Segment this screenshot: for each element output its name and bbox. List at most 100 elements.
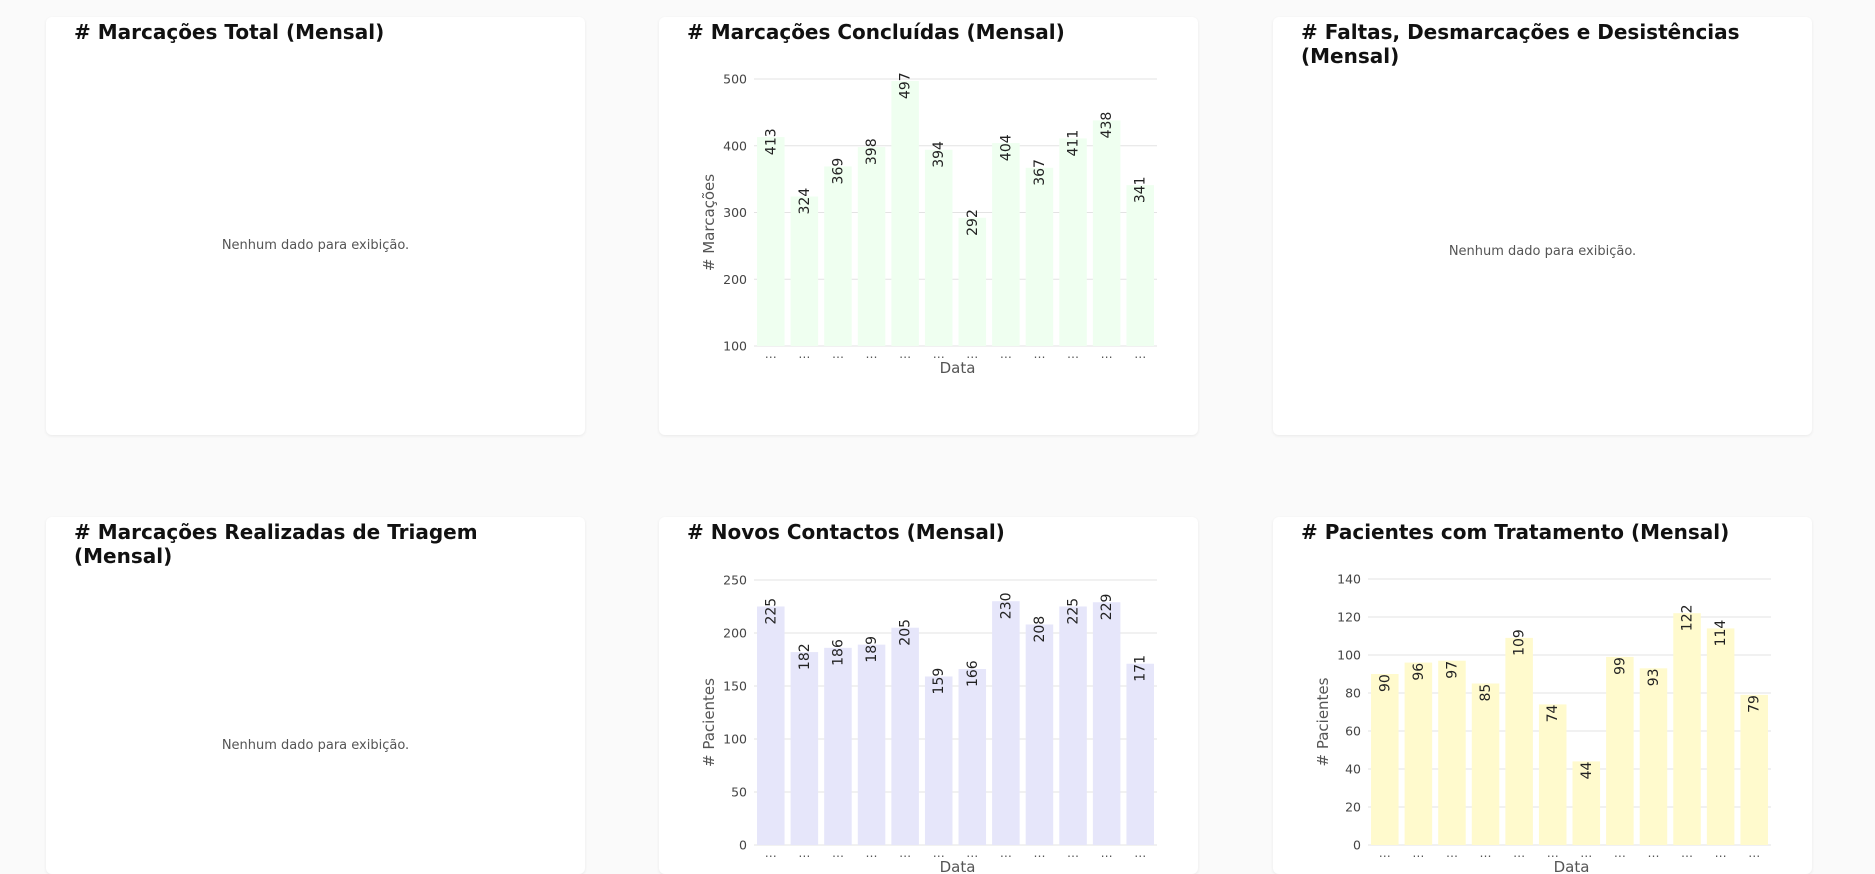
bar: [824, 647, 852, 845]
data-label: 229: [1099, 594, 1115, 621]
y-tick-label: 20: [1345, 800, 1361, 815]
x-tick-label: ⋯: [765, 350, 777, 364]
x-tick-label: ⋯: [966, 350, 978, 364]
y-tick-label: 100: [723, 339, 747, 354]
y-tick-label: 120: [1337, 610, 1361, 625]
x-tick-label: ⋯: [765, 849, 777, 863]
y-tick-label: 0: [739, 838, 747, 853]
y-tick-label: 60: [1345, 724, 1361, 739]
data-label: 159: [931, 668, 947, 695]
bar: [790, 196, 819, 346]
empty-message: Nenhum dado para exibição.: [221, 238, 410, 253]
x-tick-label: ⋯: [798, 849, 810, 863]
y-tick-label: 40: [1345, 762, 1361, 777]
x-tick-label: ⋯: [1547, 849, 1559, 863]
data-label: 93: [1646, 668, 1662, 686]
bar: [1404, 662, 1433, 845]
x-tick-label: ⋯: [1513, 849, 1525, 863]
bar: [924, 676, 953, 845]
y-tick-label: 200: [723, 272, 747, 287]
data-label: 99: [1612, 657, 1628, 675]
card-marcacoes-total: # Marcações Total (Mensal) Nenhum dado p…: [46, 17, 585, 435]
y-tick-label: 500: [723, 72, 747, 87]
data-label: 79: [1747, 695, 1763, 713]
bar: [958, 217, 987, 346]
y-axis-title: # Marcações: [700, 174, 718, 271]
y-tick-label: 0: [1353, 838, 1361, 853]
x-tick-label: ⋯: [1614, 849, 1626, 863]
data-label: 438: [1099, 112, 1115, 139]
data-label: 122: [1680, 604, 1696, 631]
bar: [891, 627, 919, 845]
data-label: 411: [1066, 130, 1082, 157]
data-label: 394: [931, 141, 947, 168]
card-title: # Faltas, Desmarcações e Desistências (M…: [1301, 20, 1740, 68]
y-tick-label: 80: [1345, 686, 1361, 701]
x-tick-label: ⋯: [866, 350, 878, 364]
x-axis-title: Data: [1554, 858, 1590, 874]
x-tick-label: ⋯: [1412, 849, 1424, 863]
card-title: # Pacientes com Tratamento (Mensal): [1301, 520, 1730, 544]
x-tick-label: ⋯: [1379, 849, 1391, 863]
x-tick-label: ⋯: [899, 350, 911, 364]
bar: [891, 81, 919, 346]
x-tick-label: ⋯: [1000, 849, 1012, 863]
bar: [1572, 761, 1601, 845]
x-tick-label: ⋯: [1033, 350, 1045, 364]
bar: [1639, 668, 1668, 845]
data-label: 369: [830, 158, 846, 185]
data-label: 404: [998, 134, 1014, 161]
x-axis-title: Data: [940, 359, 976, 377]
bar: [1092, 120, 1121, 346]
bar: [1092, 602, 1121, 845]
bar: [924, 149, 953, 346]
data-label: 74: [1545, 704, 1561, 722]
y-tick-label: 50: [731, 785, 747, 800]
y-axis-title: # Pacientes: [700, 678, 718, 767]
data-label: 398: [864, 138, 880, 165]
x-tick-label: ⋯: [832, 350, 844, 364]
bar: [1606, 656, 1634, 845]
data-label: 497: [898, 72, 914, 99]
card-title: # Marcações Total (Mensal): [74, 20, 385, 44]
data-label: 225: [1066, 598, 1082, 625]
x-tick-label: ⋯: [1580, 849, 1592, 863]
bar: [1538, 704, 1567, 845]
data-label: 182: [797, 643, 813, 670]
x-tick-label: ⋯: [1101, 849, 1113, 863]
data-label: 186: [830, 639, 846, 666]
x-tick-label: ⋯: [1134, 350, 1146, 364]
y-tick-label: 250: [723, 573, 747, 588]
bar: [857, 147, 886, 346]
data-label: 97: [1444, 661, 1460, 679]
x-tick-label: ⋯: [1101, 350, 1113, 364]
data-label: 413: [763, 128, 779, 155]
x-tick-label: ⋯: [1134, 849, 1146, 863]
bar: [1025, 624, 1054, 845]
card-title: # Marcações Concluídas (Mensal): [687, 20, 1065, 44]
x-tick-label: ⋯: [933, 350, 945, 364]
x-tick-label: ⋯: [1000, 350, 1012, 364]
data-label: 225: [763, 598, 779, 625]
data-label: 90: [1377, 674, 1393, 692]
y-tick-label: 300: [723, 205, 747, 220]
chart-pacientes-tratamento: 0 20 40 60 80 100 120 140 90 ⋯ 96 ⋯ 97 ⋯ 85 ⋯ 109 ⋯ 74 ⋯ 44 ⋯…: [1314, 572, 1771, 874]
bar: [1059, 138, 1087, 346]
data-label: 44: [1579, 761, 1595, 779]
chart-marcacoes-concluidas: 100 200 300 400 500 413 ⋯ 324 ⋯ 369 ⋯ 398 ⋯ 497 ⋯ 394 ⋯ 2…: [700, 72, 1157, 377]
x-tick-label: ⋯: [866, 849, 878, 863]
card-marcacoes-triagem: # Marcações Realizadas de Triagem (Mensa…: [46, 517, 585, 874]
data-label: 96: [1411, 663, 1427, 681]
bar: [857, 644, 886, 845]
bar: [790, 652, 819, 845]
bar: [1740, 694, 1768, 845]
x-tick-label: ⋯: [832, 849, 844, 863]
bar: [1126, 663, 1154, 845]
data-label: 85: [1478, 684, 1494, 702]
bar: [824, 166, 852, 346]
data-label: 205: [898, 619, 914, 646]
data-label: 166: [965, 660, 981, 687]
bar: [757, 606, 785, 845]
bar: [958, 669, 987, 845]
data-label: 367: [1032, 159, 1048, 186]
